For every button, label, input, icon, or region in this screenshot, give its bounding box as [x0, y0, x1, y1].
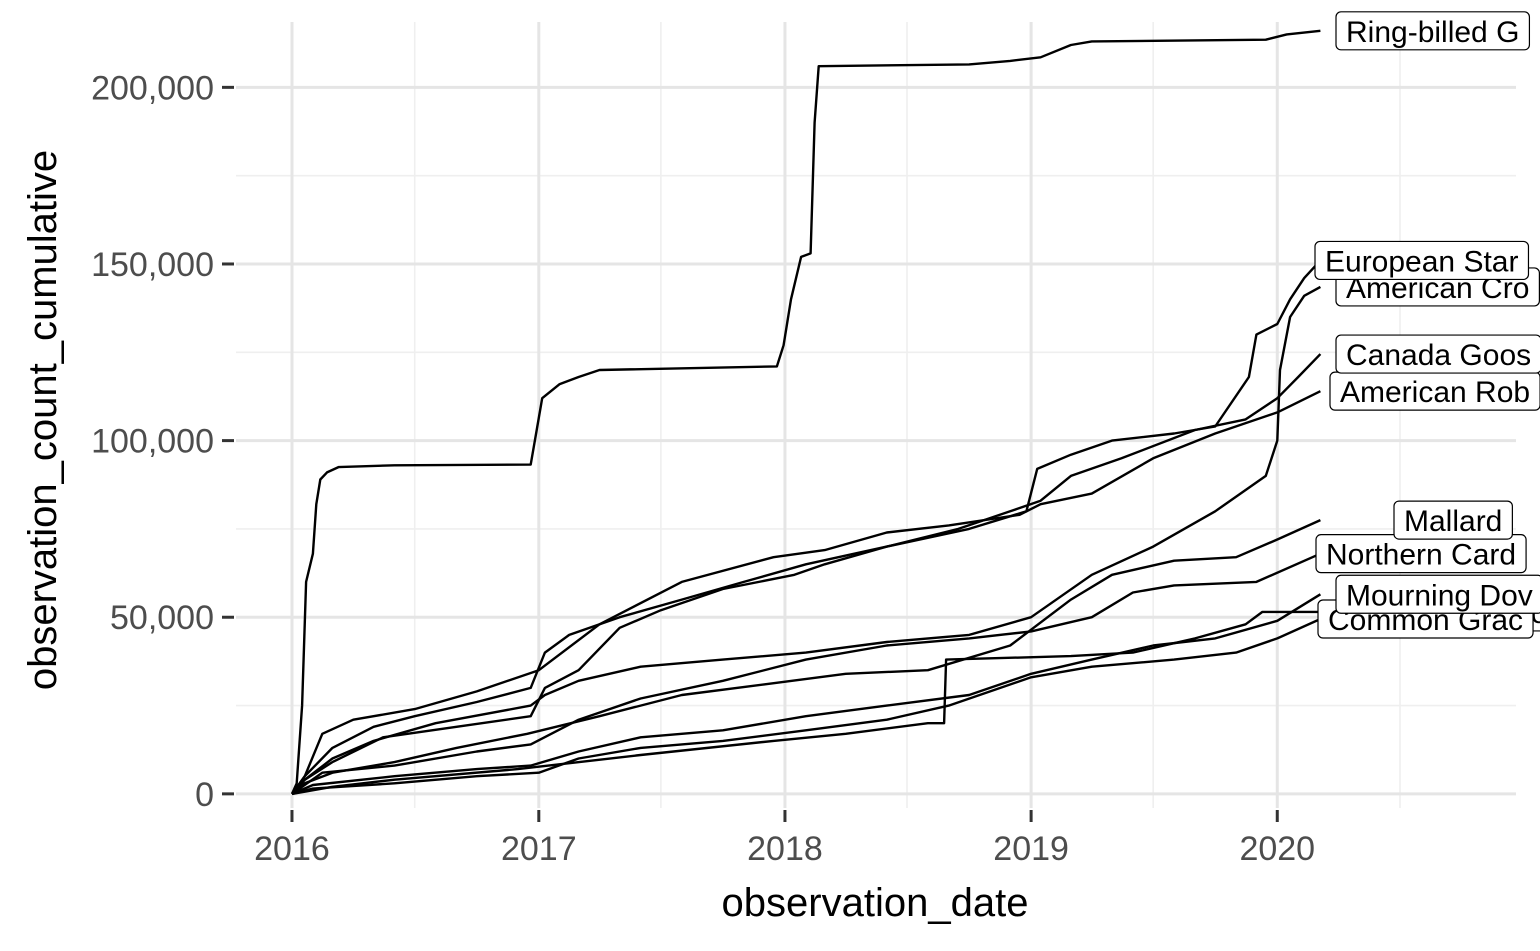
series-line-american-cro	[291, 285, 1321, 795]
series-label-american-rob: American Rob	[1329, 371, 1540, 411]
y-tick-label: 50,000	[110, 599, 214, 637]
series-label-box	[1393, 500, 1513, 540]
series-label-text: American Rob	[1340, 376, 1530, 409]
series-label-mallard: Mallard	[1393, 500, 1513, 540]
y-tick-label: 200,000	[91, 69, 214, 107]
series-label-text: Mallard	[1404, 505, 1502, 538]
y-tick-label: 0	[195, 776, 214, 814]
series-line-american-rob	[291, 390, 1321, 795]
series-line-european-star	[291, 259, 1322, 795]
x-axis-title: observation_date	[722, 881, 1029, 925]
series-label-canada-goos: Canada Goos	[1335, 334, 1540, 374]
series-label-northern-card: Northern Card	[1315, 534, 1527, 574]
grid	[236, 22, 1516, 808]
y-tick-label: 100,000	[91, 423, 214, 461]
series-label-box	[1314, 240, 1530, 281]
x-tick-label: 2020	[1239, 830, 1315, 868]
series-lines	[290, 29, 1322, 796]
x-tick-label: 2017	[501, 830, 577, 868]
axes: 2016 2017 2018 2019 2020 0 50,000 100,000 150,00…	[91, 69, 1315, 868]
series-line-ring-billed-g	[290, 29, 1321, 795]
x-tick-label: 2019	[993, 830, 1069, 868]
series-label-mourning-dov: Mourning Dov	[1335, 574, 1540, 614]
x-tick-label: 2018	[747, 830, 823, 868]
series-label-text: European Star	[1325, 245, 1518, 278]
series-line-mallard	[291, 519, 1321, 795]
y-tick-label: 150,000	[91, 246, 214, 284]
series-label-european-star: European Star	[1314, 240, 1530, 281]
series-label-box	[1335, 11, 1531, 51]
series-label-text: Mourning Dov	[1346, 579, 1533, 612]
series-line-rock-pigeon	[291, 610, 1321, 796]
series-label-text: Ring-billed G	[1346, 16, 1519, 49]
x-tick-label: 2016	[254, 830, 330, 868]
series-label-box	[1335, 574, 1540, 614]
series-label-text: Northern Card	[1326, 539, 1516, 572]
series-line-northern-card	[291, 552, 1321, 795]
series-label-box	[1335, 334, 1540, 374]
y-axis-title: observation_count_cumulative	[21, 150, 65, 690]
series-label-text: Canada Goos	[1346, 339, 1531, 372]
series-line-mourning-dov	[291, 593, 1322, 796]
series-line-canada-goos	[291, 353, 1322, 795]
series-line-common-grac	[291, 617, 1321, 796]
series-label-ring-billed-g: Ring-billed G	[1335, 11, 1531, 51]
